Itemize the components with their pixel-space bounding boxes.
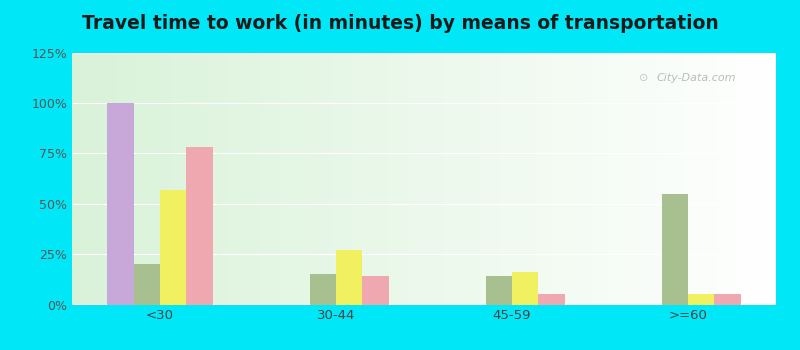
Bar (688, 294, 714, 304)
Bar (662, 194, 688, 304)
Bar (336, 250, 362, 304)
Bar (486, 276, 512, 304)
Bar (107, 103, 134, 304)
Bar (362, 276, 389, 304)
Bar (160, 190, 186, 304)
Bar (134, 264, 160, 304)
Text: Travel time to work (in minutes) by means of transportation: Travel time to work (in minutes) by mean… (82, 14, 718, 33)
Bar (310, 274, 336, 304)
Bar (714, 294, 741, 304)
Text: City-Data.com: City-Data.com (656, 73, 736, 83)
Text: ⊙: ⊙ (638, 73, 648, 83)
Bar (512, 272, 538, 304)
Bar (538, 294, 565, 304)
Bar (186, 147, 213, 304)
